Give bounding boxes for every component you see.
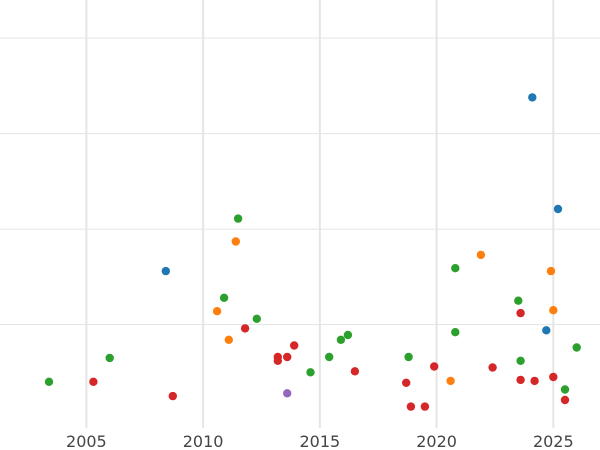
data-point-46 bbox=[572, 343, 581, 352]
data-point-22 bbox=[350, 367, 360, 376]
data-point-14 bbox=[273, 356, 282, 365]
data-point-10 bbox=[233, 214, 243, 223]
grid-lines bbox=[0, 0, 600, 428]
data-point-8 bbox=[224, 335, 233, 344]
data-point-38 bbox=[530, 376, 539, 386]
data-point-45 bbox=[560, 395, 570, 405]
data-point-12 bbox=[252, 314, 261, 323]
data-point-15 bbox=[283, 352, 292, 362]
data-point-16 bbox=[283, 389, 292, 398]
x-tick-label-2020: 2020 bbox=[416, 432, 457, 450]
data-point-3 bbox=[105, 353, 114, 363]
data-point-23 bbox=[402, 378, 411, 387]
data-point-32 bbox=[488, 363, 497, 372]
x-tick-label-2005: 2005 bbox=[66, 432, 107, 450]
data-point-39 bbox=[542, 326, 551, 335]
data-point-30 bbox=[451, 264, 460, 273]
x-axis-tick-labels: 2005 2010 2015 2020 2025 bbox=[66, 432, 574, 450]
data-point-18 bbox=[306, 368, 315, 377]
data-point-36 bbox=[516, 375, 525, 385]
data-point-25 bbox=[406, 402, 416, 411]
data-point-2 bbox=[89, 377, 98, 386]
data-point-37 bbox=[528, 93, 537, 102]
data-point-1 bbox=[44, 377, 54, 386]
data-point-9 bbox=[231, 237, 240, 246]
data-point-44 bbox=[560, 385, 570, 394]
data-point-17 bbox=[290, 341, 299, 350]
data-point-20 bbox=[336, 335, 346, 344]
data-point-33 bbox=[514, 296, 523, 305]
data-point-19 bbox=[325, 352, 334, 362]
data-point-4 bbox=[161, 266, 170, 276]
data-point-7 bbox=[219, 293, 229, 302]
data-point-27 bbox=[430, 362, 439, 371]
x-tick-label-2025: 2025 bbox=[533, 432, 574, 450]
data-point-42 bbox=[549, 372, 558, 382]
data-point-29 bbox=[451, 328, 460, 337]
data-points bbox=[44, 93, 581, 411]
data-point-28 bbox=[446, 376, 455, 386]
data-point-43 bbox=[553, 204, 563, 214]
data-point-40 bbox=[546, 266, 556, 276]
data-point-21 bbox=[343, 330, 353, 340]
data-point-11 bbox=[240, 324, 250, 333]
data-point-41 bbox=[549, 306, 558, 315]
data-point-5 bbox=[168, 391, 177, 401]
data-point-34 bbox=[516, 308, 525, 318]
x-tick-label-2015: 2015 bbox=[299, 432, 340, 450]
x-tick-label-2010: 2010 bbox=[183, 432, 224, 450]
data-point-26 bbox=[420, 402, 430, 411]
data-point-31 bbox=[476, 250, 486, 260]
data-point-24 bbox=[404, 352, 413, 362]
data-point-6 bbox=[212, 307, 222, 316]
data-point-35 bbox=[516, 356, 525, 365]
